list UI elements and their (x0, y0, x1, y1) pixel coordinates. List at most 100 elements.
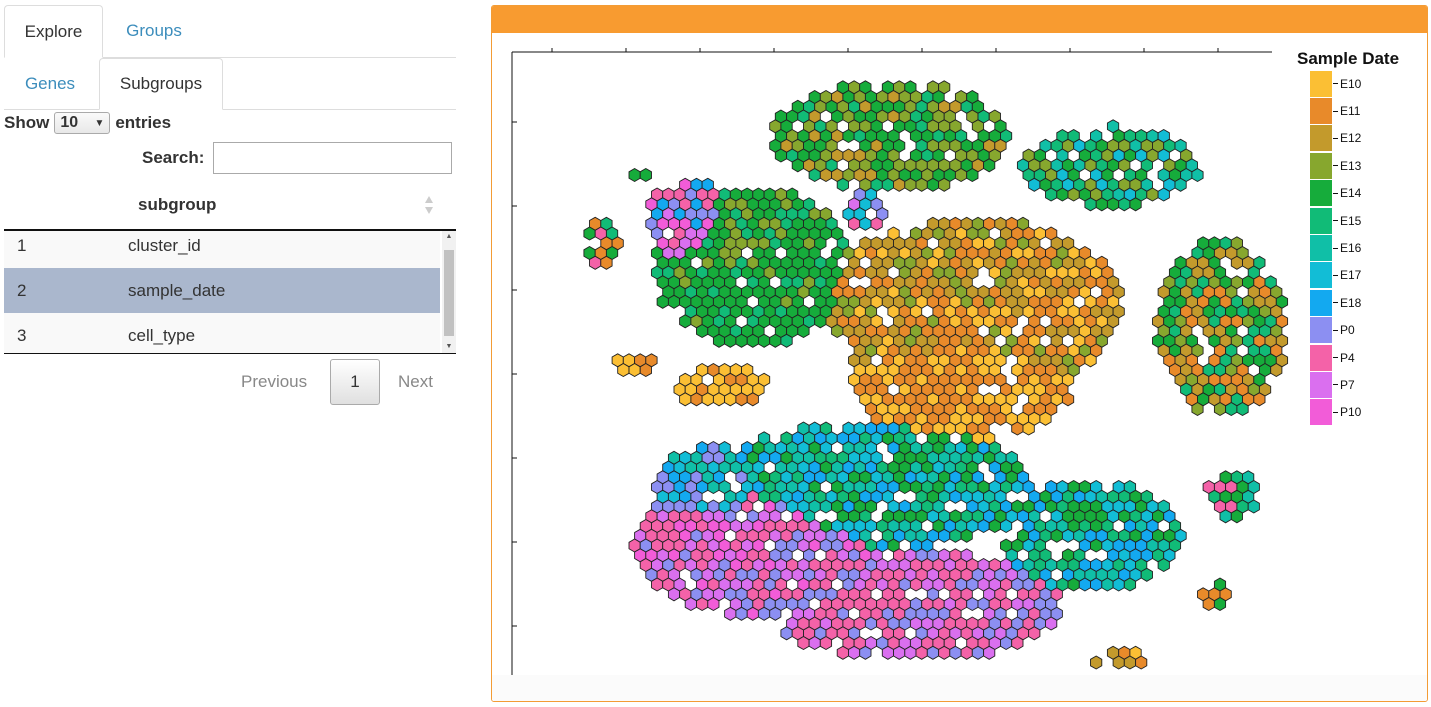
plot-panel-footer (492, 675, 1427, 701)
hex-cell (898, 479, 911, 495)
scroll-down-icon[interactable]: ▼ (445, 343, 453, 350)
hex-cell (836, 645, 849, 660)
hex-cell (1118, 197, 1131, 212)
hex-cell (814, 314, 827, 329)
hex-cell (988, 518, 1001, 534)
tab-genes[interactable]: Genes (24, 73, 76, 93)
hex-cell (1028, 177, 1041, 192)
hex-cell (960, 528, 973, 543)
hex-cell (780, 333, 793, 348)
hex-cell (842, 128, 855, 144)
main-tabs: Explore Groups (4, 5, 456, 58)
table-header: subgroup (4, 181, 456, 231)
next-button[interactable]: Next (398, 371, 433, 391)
hex-cell (881, 645, 894, 660)
legend-tick (1333, 384, 1338, 386)
hex-cell (904, 177, 917, 192)
legend-swatch (1310, 371, 1332, 398)
table-row[interactable]: 2 sample_date (4, 268, 440, 313)
hex-cell (938, 645, 951, 660)
hex-cell (797, 323, 810, 339)
hex-cell (1011, 421, 1024, 436)
hex-cell (915, 645, 928, 660)
tab-subgroups[interactable]: Subgroups (99, 58, 223, 110)
table-row[interactable]: 3 cell_type (4, 313, 440, 353)
hex-cell (1061, 528, 1075, 543)
hex-cell (746, 392, 759, 407)
hex-cell (1067, 577, 1080, 592)
hex-cell (1039, 411, 1052, 426)
scroll-up-icon[interactable]: ▲ (445, 233, 453, 240)
hex-cell (1101, 577, 1114, 592)
tab-explore[interactable]: Explore (4, 5, 103, 58)
hex-cell (1078, 577, 1091, 592)
hex-cell (1000, 635, 1013, 651)
row-index: 2 (17, 280, 27, 300)
hex-cell (1045, 616, 1058, 631)
scrollbar-thumb[interactable] (444, 250, 454, 336)
legend-item: P4 (1310, 344, 1361, 371)
hex-cell (724, 333, 737, 348)
hex-cell (690, 392, 703, 407)
hex-cell (1112, 577, 1125, 592)
legend-swatch (1310, 207, 1332, 234)
length-suffix: entries (115, 113, 172, 132)
entries-select-value: 10 (60, 114, 79, 131)
plot-axes (511, 51, 1272, 676)
legend-tick (1333, 137, 1338, 139)
search-input[interactable] (213, 142, 453, 174)
legend-item: P0 (1310, 317, 1361, 344)
entries-select[interactable]: 10 ▼ (54, 112, 111, 134)
row-value: cluster_id (128, 235, 201, 255)
hex-cell (881, 177, 894, 192)
legend-title: Sample Date (1297, 49, 1400, 68)
hex-cell (836, 177, 849, 192)
hex-cell (938, 528, 951, 543)
hex-cell (1230, 509, 1243, 524)
table-scrollbar[interactable]: ▲ ▼ (442, 231, 456, 353)
legend-swatch (1310, 317, 1332, 344)
hex-cell (684, 596, 697, 612)
legend-swatch (1310, 152, 1332, 179)
legend-tick (1333, 165, 1338, 167)
legend-item: P7 (1310, 371, 1361, 398)
hex-cell (859, 645, 872, 660)
hex-cell (966, 596, 979, 612)
page-1-button[interactable]: 1 (330, 359, 380, 405)
hex-cell (1157, 557, 1170, 573)
hex-cell (831, 323, 844, 339)
hex-cell (1225, 401, 1238, 417)
hex-cell (1236, 401, 1249, 417)
hex-cell (1011, 635, 1024, 651)
hex-cell (701, 392, 714, 407)
hex-cell (724, 606, 737, 621)
hex-cell (1135, 655, 1148, 670)
hex-cell (1140, 567, 1153, 582)
hex-cell (1191, 167, 1204, 183)
column-header-subgroup[interactable]: subgroup (138, 195, 217, 214)
legend-tick (1333, 110, 1338, 112)
hex-cell (1095, 197, 1108, 212)
hex-cell (893, 177, 906, 192)
legend-tick (1333, 192, 1338, 194)
hex-cell (1056, 187, 1069, 202)
legend-label: E13 (1340, 158, 1362, 173)
previous-button[interactable]: Previous (241, 371, 308, 391)
hex-cell (893, 645, 906, 660)
hex-cell (600, 255, 613, 270)
hex-cell (1067, 187, 1080, 202)
search-label: Search: (142, 148, 205, 167)
sort-icon[interactable] (424, 194, 434, 216)
tab-groups[interactable]: Groups (126, 21, 182, 40)
hex-cell (960, 645, 973, 660)
legend-item: E17 (1310, 262, 1361, 289)
hex-cell (1061, 392, 1075, 407)
hex-cell (1219, 509, 1232, 524)
row-index: 1 (17, 235, 27, 255)
hex-cell (712, 333, 726, 348)
legend-tick (1333, 220, 1338, 222)
hex-cell (949, 489, 962, 504)
table-row[interactable]: 1 cluster_id (4, 231, 440, 268)
hex-cell (1045, 187, 1058, 202)
search-filter: Search: (142, 142, 453, 174)
